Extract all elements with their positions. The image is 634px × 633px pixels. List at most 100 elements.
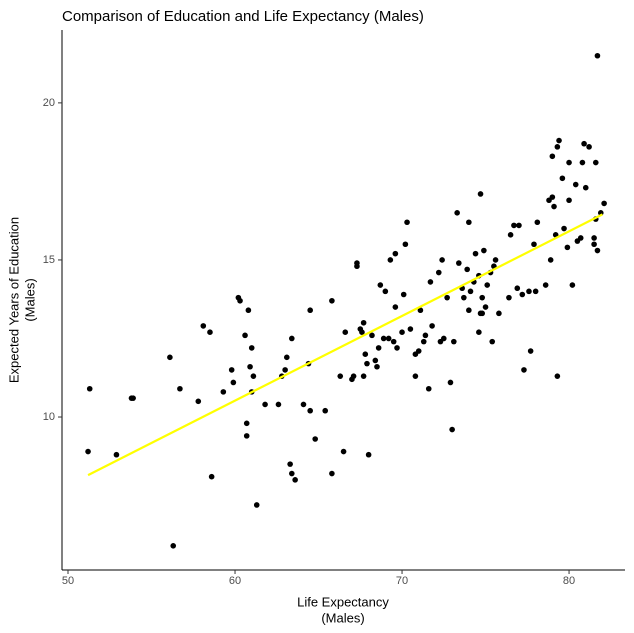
point	[292, 477, 298, 483]
point	[360, 319, 367, 326]
point	[477, 191, 484, 197]
point	[422, 332, 429, 339]
point	[582, 184, 589, 191]
point	[417, 307, 424, 314]
point	[420, 338, 427, 345]
point	[534, 219, 541, 226]
point	[594, 52, 601, 59]
point	[454, 210, 460, 216]
point	[481, 247, 487, 254]
point	[85, 448, 91, 455]
y-tick-label: 20	[43, 97, 55, 109]
point	[362, 351, 369, 357]
point	[521, 367, 527, 373]
point	[307, 307, 313, 314]
point	[350, 373, 357, 379]
point	[392, 304, 399, 310]
point	[467, 288, 474, 295]
point	[489, 338, 496, 345]
point	[282, 367, 288, 373]
point	[342, 329, 349, 335]
point	[601, 200, 607, 207]
point	[390, 338, 397, 345]
point	[549, 153, 556, 160]
point	[337, 373, 344, 379]
point	[514, 285, 521, 292]
point	[542, 282, 549, 288]
point	[440, 335, 447, 342]
point	[484, 282, 491, 288]
point	[447, 379, 454, 386]
point	[425, 385, 432, 392]
point	[511, 222, 517, 229]
point	[387, 257, 394, 263]
point	[340, 448, 347, 455]
point	[556, 137, 562, 144]
point	[245, 307, 252, 314]
point	[402, 241, 409, 248]
point	[547, 257, 554, 263]
point	[243, 420, 250, 427]
point	[569, 282, 576, 288]
chart-title: Comparison of Education and Life Expecta…	[62, 8, 424, 25]
point	[591, 241, 597, 248]
point	[551, 203, 557, 210]
point	[207, 329, 213, 335]
point	[200, 323, 207, 329]
point	[228, 367, 235, 373]
point	[242, 332, 248, 339]
point	[364, 360, 370, 367]
point	[247, 363, 253, 370]
point	[466, 219, 472, 226]
point	[130, 395, 136, 401]
point	[167, 354, 173, 361]
y-tick-label: 15	[43, 254, 55, 266]
point	[526, 288, 532, 295]
point	[400, 291, 407, 298]
point	[399, 329, 405, 335]
point	[461, 294, 467, 301]
point	[113, 451, 120, 458]
x-tick-label: 50	[62, 575, 74, 587]
point	[506, 294, 512, 301]
point	[559, 175, 566, 182]
point	[377, 282, 384, 288]
point	[451, 338, 457, 345]
point	[195, 398, 202, 405]
point	[466, 307, 472, 314]
x-axis-title: Life Expectancy	[297, 594, 389, 609]
point	[365, 451, 372, 458]
point	[456, 260, 462, 266]
point	[360, 373, 367, 379]
point	[300, 401, 307, 408]
point	[449, 426, 455, 433]
point	[220, 389, 227, 395]
point	[479, 310, 486, 317]
point	[289, 335, 295, 342]
point	[476, 329, 482, 335]
point	[394, 345, 400, 351]
point	[566, 197, 572, 204]
point	[230, 379, 237, 386]
point	[435, 269, 442, 276]
point	[287, 461, 293, 467]
point	[283, 354, 290, 361]
point	[496, 310, 502, 317]
point	[429, 323, 435, 329]
point	[554, 144, 561, 150]
point	[275, 401, 282, 408]
point	[262, 401, 268, 408]
point	[507, 232, 514, 238]
y-axis-title: (Males)	[22, 278, 37, 321]
y-axis-title: Expected Years of Education	[6, 217, 21, 383]
point	[385, 335, 392, 342]
point	[369, 332, 375, 339]
point	[375, 345, 382, 351]
point	[549, 194, 556, 200]
trend-line	[87, 213, 603, 477]
point	[86, 385, 93, 392]
point	[250, 373, 257, 379]
point	[592, 159, 599, 166]
